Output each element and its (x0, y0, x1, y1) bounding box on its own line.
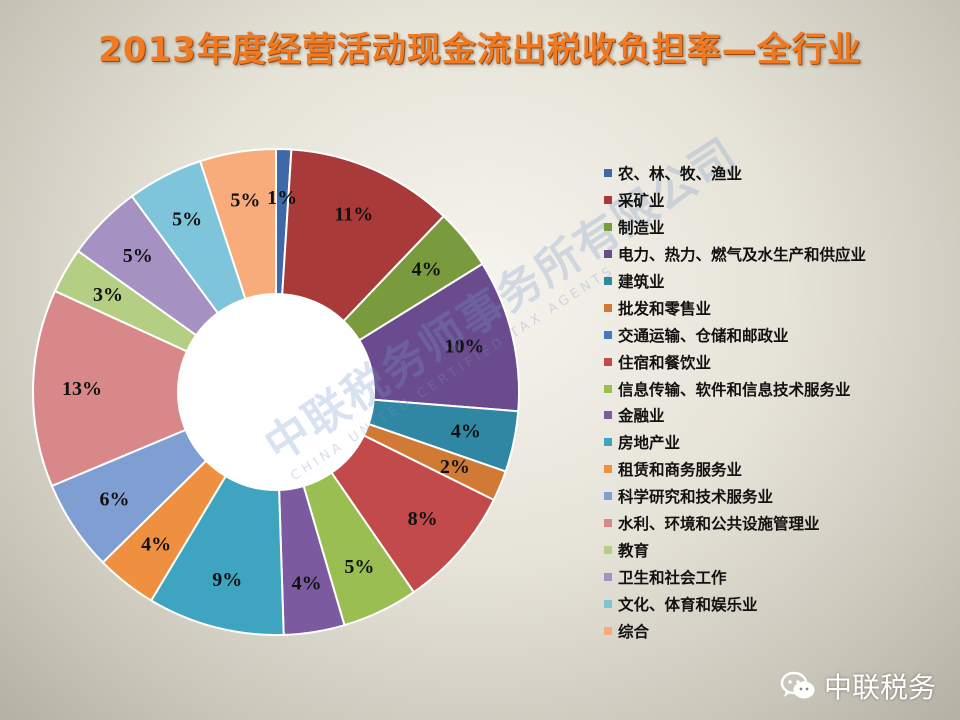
wechat-icon (780, 671, 815, 699)
slice-label-10: 4% (292, 573, 322, 595)
legend-label: 建筑业 (618, 273, 665, 291)
legend-label: 房地产业 (618, 434, 681, 453)
slice-label-13: 6% (99, 488, 129, 510)
legend-label: 金融业 (618, 407, 665, 426)
legend-swatch (604, 599, 612, 608)
legend-item: 综合 (604, 617, 944, 644)
slice-labels-group: 1%11%4%10%4%2%8%5%4%9%4%6%13%3%5%5%5% (62, 187, 485, 594)
legend-label: 批发和零售业 (618, 299, 712, 318)
legend-label: 农、林、牧、渔业 (618, 165, 743, 184)
legend-label: 水利、环境和公共设施管理业 (618, 515, 820, 534)
legend-item: 住宿和餐饮业 (604, 348, 944, 375)
legend-item: 科学研究和技术服务业 (604, 483, 944, 510)
legend-label: 信息传输、软件和信息技术服务业 (618, 380, 851, 399)
legend-label: 教育 (618, 541, 650, 560)
slice-label-16: 5% (123, 245, 153, 267)
slice-label-5: 4% (451, 421, 481, 443)
slice-label-4: 10% (445, 335, 485, 357)
legend-item: 卫生和社会工作 (604, 563, 944, 590)
slice-label-11: 9% (212, 569, 242, 591)
legend-label: 综合 (618, 622, 650, 641)
legend-label: 卫生和社会工作 (618, 568, 727, 587)
legend-swatch (604, 384, 612, 393)
legend-item: 采矿业 (604, 187, 944, 214)
legend-swatch (604, 169, 612, 178)
slice-label-2: 11% (334, 203, 373, 225)
legend-label: 文化、体育和娱乐业 (618, 595, 758, 614)
chart-title: 2013年度经营活动现金流出税收负担率—全行业 (98, 30, 862, 70)
footer-brand-label: 中联税务 (823, 671, 936, 704)
slice-label-8: 8% (408, 508, 438, 530)
legend-swatch (604, 303, 612, 312)
legend-swatch (604, 330, 612, 339)
legend-item: 房地产业 (604, 429, 944, 456)
legend-item: 制造业 (604, 214, 944, 241)
legend-item: 农、林、牧、渔业 (604, 160, 944, 187)
legend-swatch (604, 492, 612, 501)
legend-item: 信息传输、软件和信息技术服务业 (604, 375, 944, 402)
slice-label-3: 4% (412, 259, 442, 281)
legend-item: 批发和零售业 (604, 294, 944, 321)
legend-swatch (604, 545, 612, 554)
legend-label: 租赁和商务服务业 (618, 461, 743, 480)
legend-item: 水利、环境和公共设施管理业 (604, 510, 944, 537)
legend-swatch (604, 277, 612, 285)
legend-label: 交通运输、仓储和邮政业 (618, 326, 789, 345)
slice-label-18: 5% (230, 189, 260, 211)
slice-label-1: 1% (267, 187, 297, 209)
footer-brand: 中联税务 (780, 666, 936, 706)
legend-label: 采矿业 (618, 192, 665, 211)
legend-item: 教育 (604, 536, 944, 563)
legend-swatch (604, 626, 612, 635)
legend-item: 交通运输、仓储和邮政业 (604, 321, 944, 348)
legend-item: 建筑业 (604, 268, 944, 295)
slice-label-9: 5% (344, 556, 374, 578)
doughnut-hole (178, 294, 374, 490)
slice-label-14: 13% (62, 378, 102, 400)
legend-item: 电力、热力、燃气及水生产和供应业 (604, 241, 944, 268)
legend-item: 金融业 (604, 402, 944, 429)
slice-label-6: 2% (440, 456, 470, 478)
slices-group (32, 147, 520, 636)
legend-item: 租赁和商务服务业 (604, 456, 944, 483)
legend-item: 文化、体育和娱乐业 (604, 590, 944, 617)
legend-swatch (604, 223, 612, 232)
legend-swatch (604, 250, 612, 259)
slice-label-17: 5% (172, 209, 202, 231)
legend-swatch (604, 519, 612, 528)
slice-label-15: 3% (93, 284, 123, 306)
legend-swatch (604, 196, 612, 205)
legend-swatch (604, 438, 612, 447)
slice-label-12: 4% (141, 533, 171, 555)
chart-legend: 农、林、牧、渔业 采矿业制造业电力、热力、燃气及水生产和供应业 建筑业批发和零售业交… (604, 160, 944, 644)
legend-swatch (604, 465, 612, 474)
legend-swatch (604, 572, 612, 581)
legend-label: 住宿和餐饮业 (618, 353, 712, 372)
legend-swatch (604, 411, 612, 420)
legend-swatch (604, 357, 612, 366)
legend-label: 制造业 (618, 219, 665, 238)
legend-label: 科学研究和技术服务业 (618, 488, 774, 507)
legend-label: 电力、热力、燃气及水生产和供应业 (618, 246, 867, 265)
